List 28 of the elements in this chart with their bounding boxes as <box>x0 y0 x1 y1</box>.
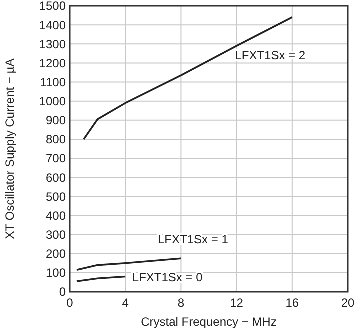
y-tick-label: 900 <box>46 114 66 128</box>
x-tick-label: 12 <box>230 296 244 310</box>
y-tick-label: 1300 <box>39 37 66 52</box>
y-axis-title: XT Oscillator Supply Current − µA <box>3 58 17 240</box>
series-label: LFXT1Sx = 0 <box>132 270 204 285</box>
y-tick-label: 700 <box>46 152 66 166</box>
x-axis-title: Crystal Frequency − MHz <box>141 315 277 329</box>
x-tick-label: 20 <box>341 296 355 310</box>
x-tick-label: 4 <box>122 296 130 310</box>
y-tick-label: 600 <box>46 170 66 185</box>
series-label: LFXT1Sx = 1 <box>158 232 229 247</box>
x-tick-label: 8 <box>178 296 185 310</box>
line-series <box>76 258 182 271</box>
line-series <box>83 16 294 140</box>
y-tick-label: 1500 <box>39 0 66 14</box>
y-tick-label: 300 <box>46 228 66 242</box>
x-tick-label: 16 <box>286 296 300 310</box>
y-tick-label: 1200 <box>39 56 66 70</box>
y-tick-label: 1400 <box>39 18 66 32</box>
y-tick-label: 800 <box>46 132 66 147</box>
y-tick-label: 1100 <box>40 75 66 90</box>
y-tick-label: 1000 <box>39 94 66 109</box>
y-tick-label: 200 <box>46 247 66 262</box>
y-tick-label: 0 <box>59 285 66 300</box>
y-tick-label: 400 <box>46 208 66 223</box>
y-tick-label: 500 <box>46 190 66 204</box>
series-label: LFXT1Sx = 2 <box>235 48 306 62</box>
y-tick-label: 100 <box>46 266 66 280</box>
